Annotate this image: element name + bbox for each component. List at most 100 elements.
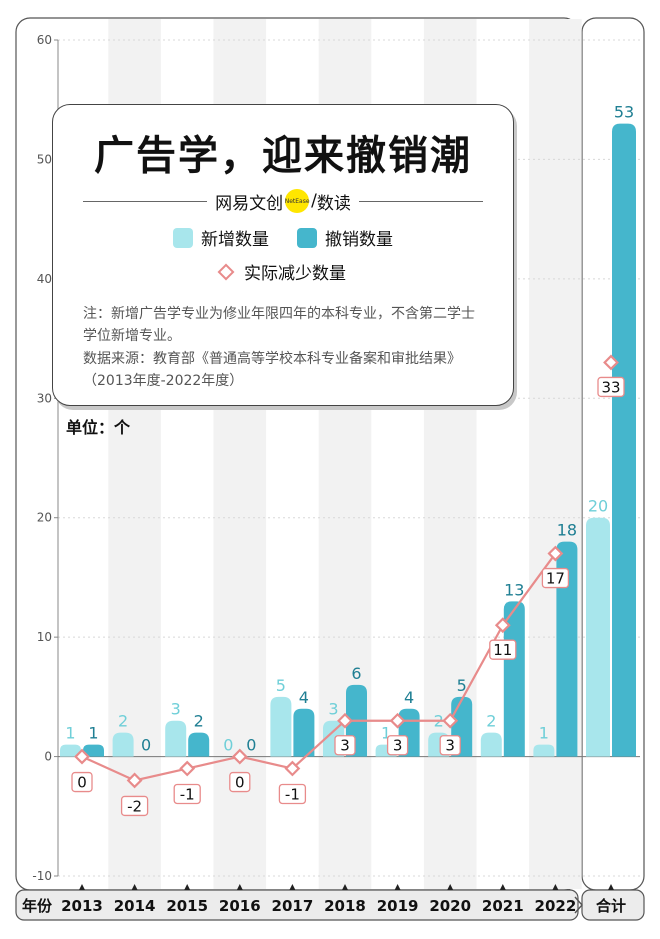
net-marker: [179, 760, 196, 777]
net-label: -1: [180, 786, 195, 804]
x-tick-marker: [131, 884, 138, 890]
legend-label-new: 新增数量: [201, 230, 269, 250]
chart-source: 数据来源：教育部《普通高等学校本科专业备案和审批结果》（2013年度-2022年…: [83, 351, 461, 389]
net-marker: [126, 772, 143, 789]
bar-new-label: 1: [539, 724, 549, 743]
bar-new: [112, 732, 134, 757]
bar-cancel-label: 5: [457, 676, 467, 695]
net-label-box: [229, 771, 251, 793]
chevron-right-icon: [574, 896, 583, 914]
legend-item-net: 实际减少数量: [217, 259, 346, 284]
net-label-box: [541, 567, 570, 589]
bar-new-label: 1: [65, 724, 75, 743]
net-label-box: [278, 783, 307, 805]
y-tick-label: -10: [32, 869, 52, 883]
brand-divider-right: [358, 200, 484, 202]
bar-new-label: 2: [486, 712, 496, 731]
net-label: 0: [235, 774, 245, 792]
x-tick-marker: [342, 884, 348, 890]
x-tick-marker: [552, 884, 559, 890]
bar-cancel-label: 0: [141, 736, 151, 755]
bar-cancel-label: 1: [88, 724, 98, 743]
net-label-box: [597, 376, 625, 398]
net-marker: [603, 354, 619, 371]
bar-new-label: 1: [381, 724, 391, 743]
x-tick-label: 合计: [595, 897, 626, 915]
bar-cancel-label: 4: [404, 688, 414, 707]
x-tick-label: 2021: [482, 897, 524, 915]
brand-divider-left: [83, 200, 208, 202]
x-tick-marker: [447, 884, 454, 890]
net-label-box: [71, 771, 93, 793]
bar-new-label: 0: [223, 736, 233, 755]
x-tick-marker: [184, 884, 191, 890]
net-marker: [284, 760, 301, 777]
bar-new: [165, 720, 187, 757]
net-label-box: [120, 795, 149, 817]
x-tick-label: 2022: [535, 897, 577, 915]
x-tick-label: 2020: [429, 897, 471, 915]
bar-new: [60, 744, 81, 757]
bar-cancel-label: 53: [614, 103, 634, 122]
net-marker: [442, 712, 459, 729]
net-marker: [547, 545, 564, 562]
net-label-box: [334, 735, 356, 756]
net-marker: [389, 712, 406, 729]
bar-cancel: [556, 541, 578, 757]
net-marker: [337, 712, 353, 729]
brand-name: 网易文创: [215, 193, 284, 214]
bar-new-label: 5: [276, 676, 286, 695]
legend-box: 广告学，迎来撤销潮 网易文创 NetEase / 数读 新增数量 撤销数量 实际…: [52, 104, 514, 406]
legend-row-bars: 新增数量 撤销数量: [53, 225, 513, 250]
x-tick-label: 2014: [114, 897, 156, 915]
bar-cancel-label: 18: [557, 521, 577, 540]
x-tick-label: 2017: [272, 897, 314, 915]
net-label: 17: [546, 570, 565, 588]
bar-cancel: [188, 732, 210, 757]
legend-label-net: 实际减少数量: [244, 264, 346, 284]
net-label: 0: [77, 774, 87, 792]
brand-separator: /: [311, 191, 317, 211]
net-label: 33: [601, 378, 620, 396]
legend-swatch-new: [173, 227, 193, 248]
x-tick-marker: [289, 884, 296, 890]
bar-cancel: [612, 123, 636, 757]
y-tick-label: 10: [37, 630, 52, 644]
x-tick-marker: [79, 884, 85, 890]
net-marker: [494, 617, 511, 634]
column-stripe: [529, 19, 582, 889]
brand-row: 网易文创 NetEase / 数读: [83, 187, 484, 215]
x-tick-label: 2015: [166, 897, 208, 915]
bar-cancel-label: 2: [194, 712, 204, 731]
net-label-box: [386, 735, 409, 756]
net-label: 3: [393, 737, 403, 755]
bar-new-label: 20: [588, 497, 608, 516]
net-label-box: [489, 639, 517, 660]
bar-new: [480, 732, 502, 757]
net-label: -1: [285, 786, 300, 804]
x-tick-marker: [499, 884, 506, 890]
net-label: 3: [445, 737, 455, 755]
x-tick-marker: [236, 884, 243, 890]
legend-item-new: 新增数量: [173, 225, 269, 250]
net-label: -2: [127, 797, 142, 815]
x-axis-label: 年份: [22, 897, 53, 915]
bar-cancel-label: 6: [351, 664, 361, 683]
bar-cancel: [83, 744, 104, 757]
legend-row-line: 实际减少数量: [53, 259, 513, 284]
y-tick-label: 50: [37, 152, 52, 166]
netease-logo-icon: NetEase: [285, 189, 310, 213]
x-tick-label: 2016: [219, 897, 261, 915]
unit-label: 单位：个: [66, 418, 131, 437]
bar-new: [533, 744, 555, 757]
y-tick-label: 30: [37, 391, 52, 405]
net-label-box: [439, 735, 461, 756]
bar-cancel-label: 13: [504, 580, 524, 599]
bar-cancel-label: 4: [299, 688, 309, 707]
legend-label-cancel: 撤销数量: [325, 230, 393, 250]
brand: 网易文创 NetEase / 数读: [215, 189, 351, 214]
x-tick-label: 2018: [324, 897, 366, 915]
bar-new-label: 2: [118, 712, 128, 731]
x-tick-marker: [394, 884, 401, 890]
bar-cancel: [293, 708, 315, 757]
